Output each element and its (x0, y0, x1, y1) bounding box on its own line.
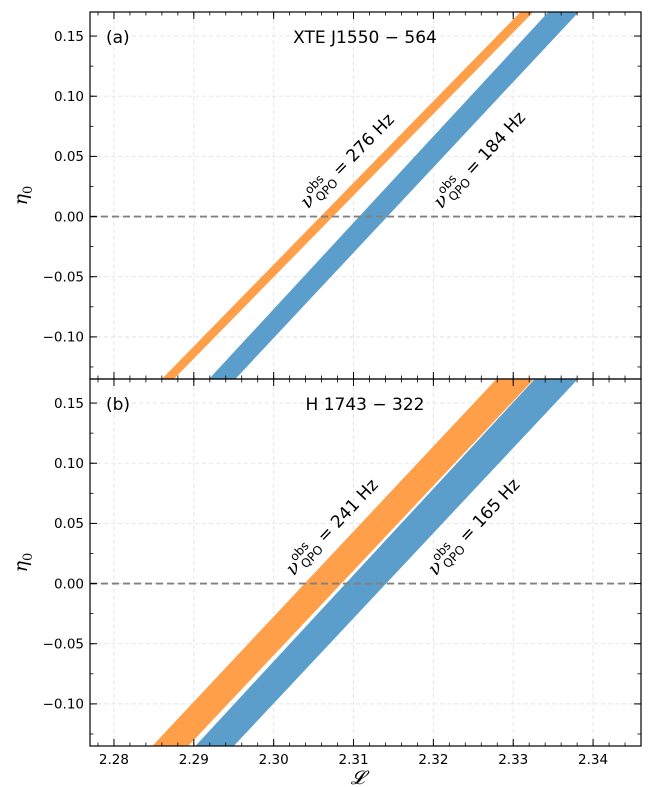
panel-tag-a: (a) (106, 28, 130, 48)
x-tick-label-3: 2.31 (338, 752, 368, 768)
y-tick-label-b-0: −0.10 (43, 697, 84, 713)
axes-frame-b (89, 378, 642, 747)
band-b-0 (152, 379, 534, 746)
band-label-a-1: νobsQPO = 184 Hz (427, 104, 532, 214)
y-tick-label-a-0: −0.10 (43, 330, 84, 346)
y-tick-label-b-4: 0.10 (54, 456, 84, 472)
panel-b: −0.10 −0.05 0.00 0.05 0.10 0.15 η0 (b) H 1743… (10, 378, 642, 787)
panel-a: −0.10 −0.05 0.00 0.05 0.10 0.15 η0 (a) XTE J1… (10, 11, 642, 380)
x-tick-label-0: 2.28 (99, 752, 129, 768)
band-a-1 (208, 12, 579, 379)
y-axis-label-sub-a: 0 (21, 186, 36, 194)
bands-a (161, 12, 579, 379)
ticks-a (90, 12, 642, 379)
x-tick-label-1: 2.29 (179, 752, 209, 768)
y-tick-label-a-4: 0.10 (54, 89, 84, 105)
y-axis-label-symbol-b: η (10, 560, 32, 572)
y-axis-label-symbol-a: η (10, 193, 32, 205)
x-tick-labels: 2.28 2.29 2.30 2.31 2.32 2.33 2.34 (99, 752, 608, 768)
panel-title-a: XTE J1550 − 564 (293, 28, 437, 48)
x-tick-label-6: 2.34 (578, 752, 608, 768)
band-label-value-a-0: = 276 Hz (325, 110, 399, 185)
y-tick-labels-b: −0.10 −0.05 0.00 0.05 0.10 0.15 (43, 396, 84, 713)
y-tick-label-a-1: −0.05 (43, 270, 84, 286)
y-tick-label-a-3: 0.05 (54, 149, 84, 165)
y-tick-label-a-5: 0.15 (54, 29, 84, 45)
y-tick-label-b-1: −0.05 (43, 637, 84, 653)
y-axis-label-a: η0 (10, 186, 36, 206)
y-axis-label-b: η0 (10, 553, 36, 573)
panel-title-b: H 1743 − 322 (306, 395, 425, 415)
x-tick-label-4: 2.32 (418, 752, 448, 768)
y-tick-label-a-2: 0.00 (54, 209, 84, 225)
band-a-0 (161, 12, 534, 379)
y-tick-label-b-5: 0.15 (54, 396, 84, 412)
y-tick-label-b-2: 0.00 (54, 576, 84, 592)
x-tick-label-2: 2.30 (259, 752, 289, 768)
x-tick-label-5: 2.33 (498, 752, 528, 768)
y-tick-labels-a: −0.10 −0.05 0.00 0.05 0.10 0.15 (43, 29, 84, 346)
y-axis-label-sub-b: 0 (21, 553, 36, 561)
axes-frame-a (89, 11, 642, 380)
panel-tag-b: (b) (106, 395, 130, 415)
x-axis-label: 𝓛 (351, 767, 370, 787)
grid-a (90, 12, 641, 379)
bands-b (152, 379, 578, 746)
y-tick-label-b-3: 0.05 (54, 516, 84, 532)
band-b-1 (195, 379, 578, 746)
ticks-b (90, 379, 642, 746)
